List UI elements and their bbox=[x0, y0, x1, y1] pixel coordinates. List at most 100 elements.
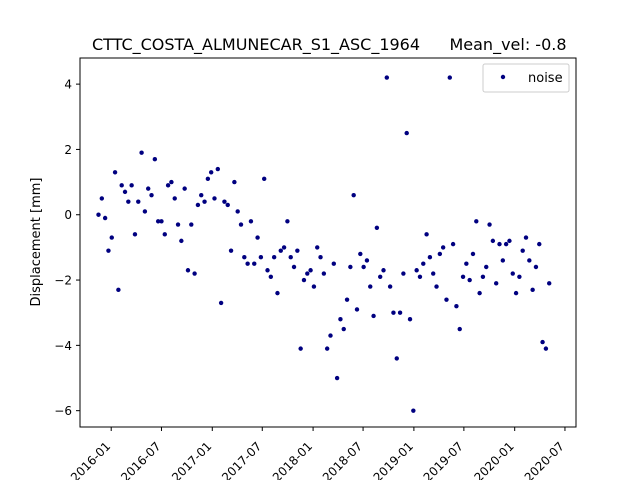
data-point bbox=[480, 274, 486, 279]
legend-box bbox=[482, 63, 570, 93]
data-point bbox=[331, 261, 336, 266]
data-point bbox=[467, 277, 472, 283]
data-point bbox=[288, 254, 293, 260]
data-point bbox=[225, 202, 230, 208]
data-point bbox=[189, 222, 194, 227]
data-point bbox=[503, 241, 509, 247]
data-point bbox=[457, 326, 462, 332]
data-point bbox=[328, 333, 333, 338]
data-point bbox=[305, 271, 310, 276]
data-point bbox=[119, 183, 124, 188]
data-point bbox=[126, 199, 131, 204]
data-point bbox=[182, 186, 187, 191]
data-point bbox=[378, 274, 383, 279]
y-tick-label: −2 bbox=[54, 274, 72, 288]
data-point bbox=[109, 235, 114, 240]
data-point bbox=[507, 238, 512, 244]
title-group: CTTC_COSTA_ALMUNECAR_S1_ASC_1964 Mean_ve… bbox=[92, 35, 567, 55]
y-tick-label: −6 bbox=[54, 404, 72, 418]
data-point bbox=[348, 264, 353, 270]
data-point bbox=[308, 268, 313, 273]
data-point bbox=[351, 192, 356, 198]
data-point bbox=[169, 179, 174, 185]
data-point bbox=[474, 219, 479, 224]
data-point bbox=[232, 179, 237, 185]
data-point bbox=[139, 150, 144, 155]
data-point bbox=[235, 209, 240, 214]
data-point bbox=[407, 317, 413, 322]
data-point bbox=[185, 268, 191, 273]
data-point bbox=[285, 219, 290, 224]
data-point bbox=[245, 261, 250, 266]
data-point bbox=[384, 75, 390, 80]
data-point bbox=[470, 251, 476, 257]
y-tick-label: 4 bbox=[64, 78, 72, 92]
data-point bbox=[155, 219, 161, 224]
data-point bbox=[262, 176, 267, 182]
data-point bbox=[278, 248, 283, 253]
data-point bbox=[195, 202, 201, 208]
data-point bbox=[228, 248, 234, 253]
data-point bbox=[298, 346, 303, 351]
y-tick-label: 0 bbox=[64, 208, 72, 222]
data-point bbox=[411, 408, 416, 413]
data-point bbox=[520, 248, 525, 253]
data-point bbox=[136, 199, 141, 204]
data-point bbox=[258, 254, 264, 260]
data-point bbox=[361, 264, 366, 270]
data-point bbox=[381, 268, 386, 273]
legend: noise bbox=[482, 63, 570, 93]
data-point bbox=[96, 212, 101, 217]
data-point bbox=[434, 284, 439, 289]
data-point bbox=[371, 313, 376, 319]
data-point bbox=[265, 268, 270, 273]
data-point bbox=[401, 271, 406, 276]
data-point bbox=[444, 297, 449, 302]
chart-subtitle: Mean_vel: -0.8 bbox=[449, 35, 566, 55]
data-point bbox=[487, 222, 492, 227]
data-point bbox=[547, 281, 552, 286]
data-point bbox=[394, 356, 399, 361]
data-point bbox=[417, 274, 423, 279]
data-point bbox=[517, 274, 522, 279]
data-point bbox=[102, 215, 108, 221]
data-point bbox=[146, 186, 151, 191]
data-point bbox=[344, 297, 350, 302]
data-point bbox=[354, 307, 360, 312]
data-point bbox=[537, 241, 542, 247]
data-point bbox=[255, 235, 260, 240]
data-point bbox=[387, 284, 393, 289]
y-axis: −6 −4 −2 0 2 4 bbox=[54, 78, 80, 418]
data-point bbox=[268, 274, 274, 279]
data-point bbox=[358, 251, 363, 257]
data-point bbox=[242, 254, 247, 260]
data-point bbox=[271, 254, 277, 260]
data-point bbox=[513, 290, 519, 296]
y-tick-label: 2 bbox=[64, 143, 72, 157]
data-point bbox=[179, 238, 184, 244]
y-axis-label: Displacement [mm] bbox=[29, 178, 44, 307]
data-point bbox=[484, 264, 489, 270]
data-point bbox=[165, 183, 171, 188]
data-point bbox=[527, 258, 532, 263]
data-point bbox=[248, 219, 254, 224]
data-point bbox=[208, 170, 214, 175]
data-point bbox=[464, 261, 469, 266]
data-point bbox=[421, 261, 426, 266]
data-point bbox=[437, 251, 443, 257]
data-point bbox=[315, 245, 320, 250]
data-point bbox=[510, 271, 515, 276]
data-point bbox=[291, 264, 297, 270]
data-point bbox=[116, 287, 121, 293]
data-point bbox=[391, 310, 396, 315]
data-point bbox=[159, 219, 164, 224]
data-point bbox=[431, 271, 436, 276]
data-point bbox=[132, 232, 138, 237]
data-point bbox=[493, 281, 499, 286]
data-point bbox=[477, 290, 482, 296]
data-point bbox=[295, 248, 300, 253]
data-point bbox=[149, 192, 154, 198]
data-point bbox=[199, 192, 204, 198]
data-point bbox=[530, 287, 535, 293]
